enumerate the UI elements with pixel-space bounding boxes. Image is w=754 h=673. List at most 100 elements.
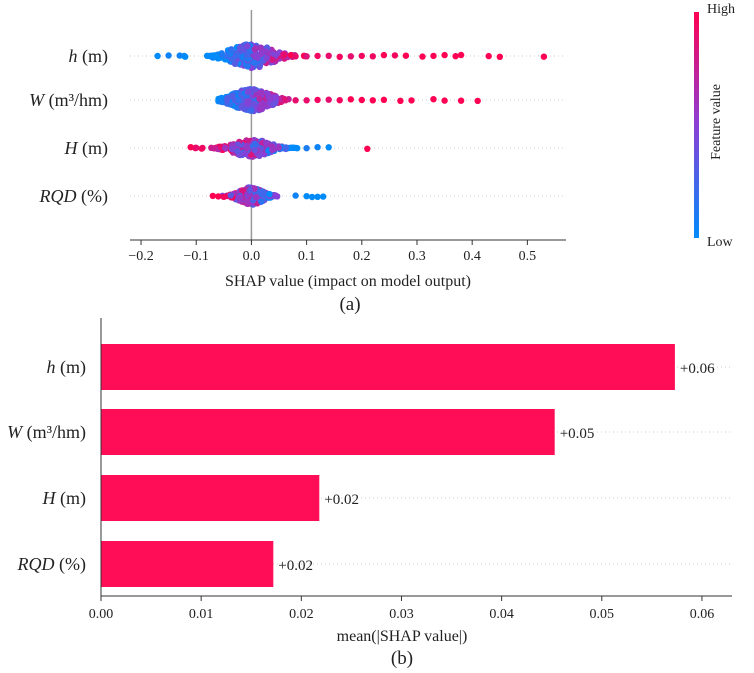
x-tick-label: 0.1 bbox=[298, 249, 316, 264]
x-axis-title: SHAP value (impact on model output) bbox=[225, 273, 471, 290]
shap-point bbox=[263, 54, 270, 62]
bar-panel: +0.06 +0.05 +0.02 +0.02 h (m) W (m³/hm) H (m) R… bbox=[7, 318, 732, 669]
feature-label-0-symbol: h bbox=[69, 46, 78, 66]
shap-point bbox=[256, 44, 264, 51]
beeswarm-row-0 bbox=[154, 41, 548, 72]
shap-point bbox=[222, 144, 229, 152]
shap-point bbox=[235, 97, 242, 104]
shap-point bbox=[244, 197, 251, 205]
shap-point bbox=[239, 103, 246, 110]
shap-point bbox=[251, 146, 258, 154]
shap-point bbox=[303, 145, 310, 152]
shap-point bbox=[419, 53, 426, 60]
shap-point bbox=[292, 97, 299, 104]
shap-point bbox=[474, 97, 481, 105]
x-tick-label: 0.0 bbox=[243, 249, 261, 264]
shap-point bbox=[336, 97, 343, 104]
beeswarm-row-2 bbox=[187, 136, 371, 160]
shap-point bbox=[165, 52, 172, 59]
bar-value-label-3: +0.02 bbox=[278, 558, 313, 574]
shap-point bbox=[228, 46, 235, 53]
shap-point bbox=[251, 101, 258, 108]
shap-point bbox=[441, 51, 448, 59]
shap-point bbox=[253, 53, 261, 61]
shap-point bbox=[314, 52, 321, 60]
shap-point bbox=[256, 106, 264, 113]
bar-category-label-1-symbol: W bbox=[7, 422, 24, 442]
colorbar bbox=[694, 12, 699, 238]
panel-label-a: (a) bbox=[339, 294, 360, 315]
shap-point bbox=[336, 53, 343, 60]
shap-point bbox=[275, 144, 282, 151]
shap-point bbox=[303, 97, 310, 104]
shap-point bbox=[245, 99, 252, 107]
shap-point bbox=[244, 88, 252, 96]
shap-point bbox=[380, 51, 388, 59]
shap-point bbox=[369, 53, 376, 60]
x-tick-label-b: 0.06 bbox=[690, 607, 715, 622]
bar-value-label-1: +0.05 bbox=[560, 426, 595, 442]
bar-category-label-1: W (m³/hm) bbox=[7, 422, 86, 443]
shap-point bbox=[358, 52, 365, 60]
shap-point bbox=[247, 107, 255, 114]
shap-point bbox=[292, 53, 299, 60]
shap-point bbox=[358, 96, 365, 104]
shap-point bbox=[457, 97, 465, 104]
feature-label-2-unit: (m) bbox=[78, 138, 109, 159]
shap-point bbox=[187, 144, 194, 151]
shap-point bbox=[234, 52, 241, 59]
feature-label-3-unit: (%) bbox=[77, 186, 108, 207]
feature-label-3: RQD (%) bbox=[39, 186, 108, 207]
shap-point bbox=[314, 144, 321, 151]
shap-point bbox=[294, 145, 301, 152]
shap-point bbox=[269, 56, 276, 63]
x-tick-label: −0.1 bbox=[184, 249, 209, 264]
x-tick-label: 0.5 bbox=[519, 249, 537, 264]
shap-point bbox=[251, 185, 258, 192]
shap-point bbox=[308, 193, 316, 201]
feature-label-0: h (m) bbox=[69, 46, 109, 67]
shap-point bbox=[397, 97, 404, 105]
shap-point bbox=[251, 59, 258, 66]
shap-point bbox=[228, 145, 235, 152]
shap-point bbox=[229, 56, 236, 63]
bar-category-label-3-unit: (%) bbox=[55, 554, 86, 575]
shap-point bbox=[441, 97, 448, 104]
shap-point bbox=[258, 198, 265, 205]
shap-point bbox=[270, 101, 277, 108]
shap-point bbox=[261, 101, 268, 108]
bar-category-label-0-unit: (m) bbox=[56, 357, 87, 378]
x-tick-label: 0.3 bbox=[408, 249, 426, 264]
shap-point bbox=[182, 53, 189, 60]
shap-point bbox=[213, 52, 220, 60]
shap-point bbox=[176, 52, 183, 59]
x-tick-label-b: 0.00 bbox=[89, 607, 114, 622]
shap-point bbox=[281, 95, 288, 103]
shap-point bbox=[485, 52, 492, 60]
shap-point bbox=[223, 53, 231, 60]
bar-category-label-2: H (m) bbox=[42, 488, 87, 509]
colorbar-low-label: Low bbox=[707, 235, 734, 250]
x-tick-label-b: 0.04 bbox=[489, 607, 514, 622]
bar-category-label-1-unit: (m³/hm) bbox=[22, 422, 86, 443]
shap-point bbox=[256, 152, 263, 159]
x-tick-label-b: 0.03 bbox=[389, 607, 414, 622]
shap-point bbox=[314, 193, 321, 200]
x-tick-label-b: 0.05 bbox=[590, 607, 615, 622]
bar-category-label-2-unit: (m) bbox=[56, 488, 87, 509]
shap-point bbox=[369, 97, 376, 104]
bar-1 bbox=[101, 409, 555, 455]
shap-point bbox=[303, 193, 310, 200]
shap-point bbox=[347, 53, 354, 60]
shap-point bbox=[292, 192, 299, 199]
shap-point bbox=[224, 94, 232, 101]
shap-point bbox=[244, 51, 251, 59]
feature-label-1-symbol: W bbox=[29, 90, 46, 110]
shap-point bbox=[347, 96, 354, 103]
shap-point bbox=[219, 51, 226, 59]
shap-point bbox=[256, 95, 263, 103]
shap-point bbox=[218, 98, 225, 106]
shap-point bbox=[251, 45, 258, 53]
bar-category-label-0-symbol: h bbox=[47, 357, 56, 377]
shap-point bbox=[325, 144, 332, 151]
